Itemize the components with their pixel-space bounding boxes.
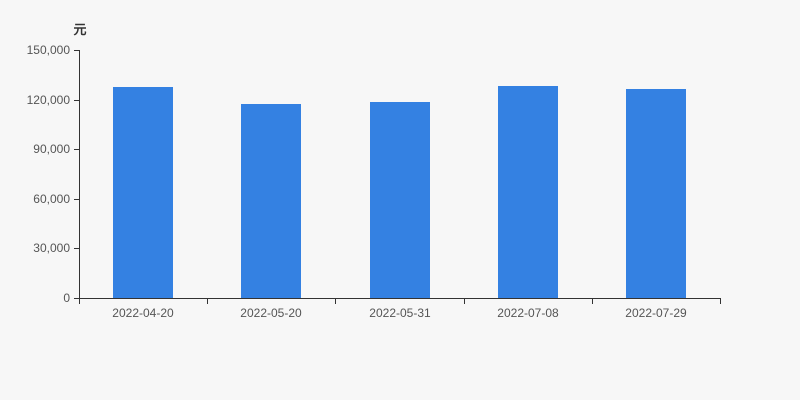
- x-axis-tick: [464, 299, 465, 304]
- x-axis-tick-label: 2022-07-29: [625, 306, 687, 320]
- x-axis-tick-label: 2022-04-20: [112, 306, 174, 320]
- bar-2022-05-20[interactable]: [241, 104, 301, 298]
- y-axis-tick-label: 90,000: [33, 142, 70, 156]
- x-axis-tick: [207, 299, 208, 304]
- y-axis-tick: [74, 100, 79, 101]
- bar-2022-05-31[interactable]: [370, 102, 430, 298]
- x-axis-tick-label: 2022-07-08: [497, 306, 559, 320]
- bar-2022-04-20[interactable]: [113, 87, 173, 298]
- y-axis-tick-label: 0: [63, 291, 70, 305]
- y-axis-tick-label: 150,000: [26, 43, 70, 57]
- y-axis-tick: [74, 199, 79, 200]
- y-axis-unit-label: 元: [73, 22, 87, 37]
- x-axis-tick-label: 2022-05-31: [369, 306, 431, 320]
- bar-2022-07-08[interactable]: [498, 86, 558, 298]
- y-axis-tick-label: 60,000: [33, 192, 70, 206]
- plot-area: [79, 50, 721, 299]
- x-axis-tick: [335, 299, 336, 304]
- x-axis-tick: [592, 299, 593, 304]
- y-axis-tick: [74, 50, 79, 51]
- x-axis-tick: [79, 299, 80, 304]
- y-axis-tick: [74, 149, 79, 150]
- y-axis-tick-label: 30,000: [33, 241, 70, 255]
- y-axis-tick-label: 120,000: [26, 93, 70, 107]
- y-axis-tick: [74, 298, 79, 299]
- x-axis-tick-label: 2022-05-20: [240, 306, 302, 320]
- bar-2022-07-29[interactable]: [626, 89, 686, 298]
- x-axis-tick: [720, 299, 721, 304]
- y-axis-tick: [74, 248, 79, 249]
